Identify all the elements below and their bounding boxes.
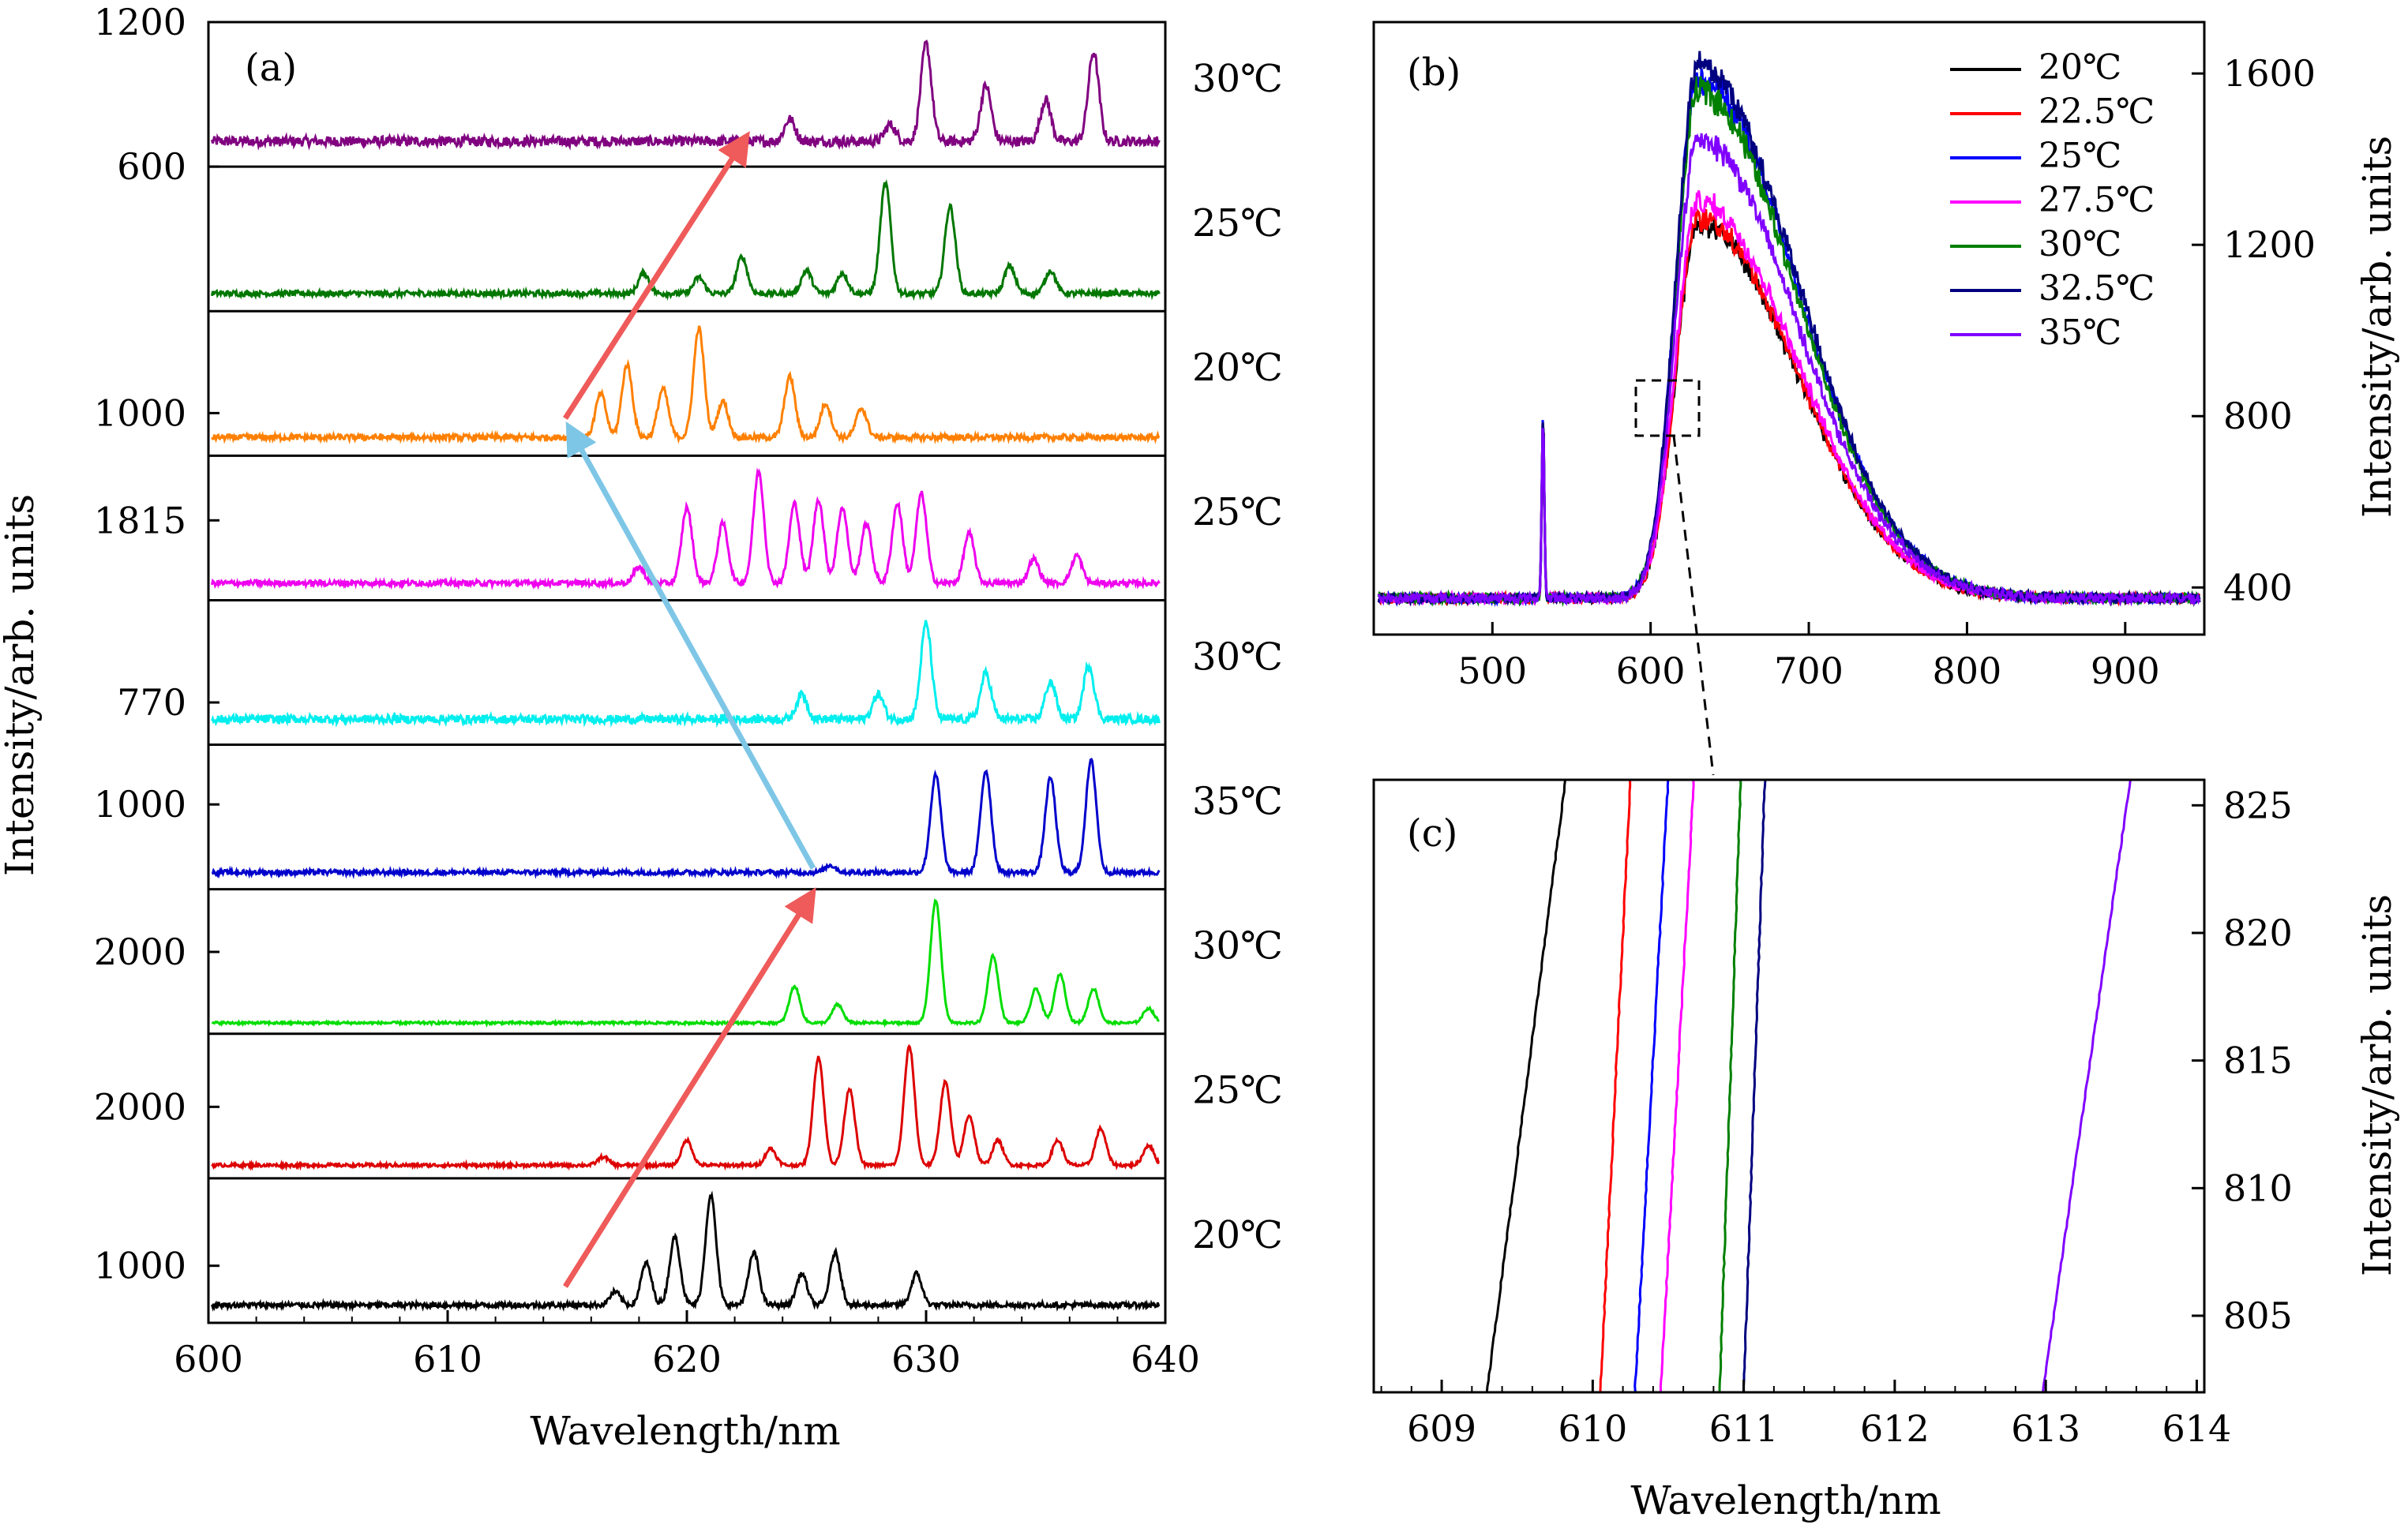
spectrum-line [211, 758, 1161, 880]
panel-b-axes [1372, 21, 2206, 636]
spectrum-line [1659, 779, 1695, 1393]
x-tick-label: 609 [1407, 1407, 1476, 1450]
spectrum-line [211, 898, 1160, 1028]
panel-a-axes [207, 21, 1167, 1324]
panel-b: (b) Intensity/arb. units 20℃22.5℃25℃27.5… [1372, 21, 2400, 776]
panel-b-legend: 20℃22.5℃25℃27.5℃30℃32.5℃35℃ [1950, 47, 2155, 353]
panel-a-series-group [211, 39, 1161, 1313]
y-tick-label: 800 [2223, 395, 2293, 437]
panel-a-label: (a) [245, 46, 297, 90]
plot-frame [207, 21, 1167, 1324]
y-tick-label: 2000 [94, 1085, 186, 1128]
y-tick-label: 815 [2223, 1039, 2293, 1082]
x-tick-label: 700 [1774, 650, 1844, 692]
plot-frame [1372, 21, 2206, 636]
y-tick-label: 1000 [94, 783, 186, 826]
panel-a: (a) Wavelength/nm Intensity/arb. units [0, 21, 1167, 1454]
x-tick-label: 613 [2011, 1407, 2080, 1450]
y-tick-label: 1600 [2223, 52, 2316, 95]
panel-b-series-group [1377, 51, 2201, 608]
x-tick-label: 800 [1933, 650, 2002, 692]
x-tick-label: 610 [1558, 1407, 1627, 1450]
x-tick-label: 610 [413, 1338, 482, 1380]
temperature-label: 30℃ [1192, 635, 1283, 679]
plot-frame [1372, 778, 2206, 1394]
zoom-connector-line [1672, 435, 1715, 776]
red-shift-arrow-lower [563, 887, 816, 1288]
panel-c-axes [1372, 778, 2206, 1394]
spectrum-line [211, 1043, 1160, 1171]
temperature-label: 30℃ [1192, 57, 1283, 101]
legend-label: 27.5℃ [2039, 180, 2155, 220]
temperature-label: 25℃ [1192, 490, 1283, 534]
y-tick-label: 770 [117, 681, 186, 724]
y-tick-label: 820 [2223, 912, 2293, 954]
spectrum-line [211, 325, 1161, 445]
panel-b-label: (b) [1407, 51, 1461, 95]
spectrum-line [211, 620, 1161, 729]
zoom-region-box [1634, 379, 1701, 437]
y-tick-label: 600 [117, 145, 186, 188]
legend-label: 35℃ [2039, 313, 2121, 353]
temperature-label: 25℃ [1192, 1069, 1283, 1113]
y-tick-label: 810 [2223, 1167, 2293, 1209]
x-tick-label: 611 [1709, 1407, 1779, 1450]
legend-label: 30℃ [2039, 224, 2121, 264]
y-tick-label: 1000 [94, 391, 186, 434]
panel-c: (c) Wavelength/nm Intensity/arb. units [1372, 778, 2400, 1523]
spectrum-line [1633, 779, 1670, 1393]
spectrum-line [211, 1190, 1161, 1313]
spectrum-line [1485, 779, 1566, 1393]
panel-a-ylabel: Intensity/arb. units [0, 494, 43, 876]
temperature-label: 25℃ [1192, 201, 1283, 245]
legend-label: 20℃ [2039, 47, 2121, 88]
panel-a-xlabel: Wavelength/nm [530, 1408, 840, 1454]
x-tick-label: 900 [2091, 650, 2160, 692]
x-tick-label: 614 [2162, 1407, 2232, 1450]
panel-c-label: (c) [1407, 811, 1457, 856]
red-shift-arrow-upper [563, 131, 750, 420]
legend-label: 32.5℃ [2039, 268, 2155, 309]
y-tick-label: 400 [2223, 566, 2293, 609]
panel-c-xlabel: Wavelength/nm [1630, 1478, 1941, 1523]
panel-c-series-group [1485, 779, 2132, 1393]
spectrum-line [211, 467, 1161, 590]
y-tick-label: 2000 [94, 931, 186, 973]
y-tick-label: 1200 [2223, 223, 2316, 266]
panel-c-ylabel: Intensity/arb. units [2354, 894, 2400, 1276]
temperature-label: 30℃ [1192, 924, 1283, 968]
y-tick-label: 825 [2223, 784, 2293, 826]
legend-label: 25℃ [2039, 136, 2121, 176]
spectrum-line [1377, 133, 2201, 607]
legend-label: 22.5℃ [2039, 92, 2155, 132]
y-tick-label: 805 [2223, 1294, 2293, 1337]
x-tick-label: 612 [1860, 1407, 1930, 1450]
spectrum-line [211, 39, 1161, 151]
temperature-label: 20℃ [1192, 346, 1283, 390]
x-tick-label: 640 [1131, 1338, 1200, 1380]
x-tick-label: 620 [652, 1338, 722, 1380]
temperature-label: 35℃ [1192, 779, 1283, 823]
x-tick-label: 600 [1616, 650, 1686, 692]
x-tick-label: 500 [1457, 650, 1527, 692]
spectrum-line [1718, 779, 1742, 1393]
temperature-label: 20℃ [1192, 1213, 1283, 1257]
spectrum-line [211, 179, 1161, 302]
x-tick-label: 630 [891, 1338, 961, 1380]
y-tick-label: 1000 [94, 1245, 186, 1287]
spectrum-line [2042, 779, 2132, 1393]
spectrum-line [1599, 779, 1632, 1393]
spectrum-line [1742, 779, 1767, 1393]
y-tick-label: 1815 [94, 499, 186, 541]
x-tick-label: 600 [174, 1338, 243, 1380]
y-tick-label: 1200 [94, 1, 186, 43]
panel-b-ylabel: Intensity/arb. units [2354, 136, 2400, 518]
blue-shift-arrow [565, 421, 816, 870]
